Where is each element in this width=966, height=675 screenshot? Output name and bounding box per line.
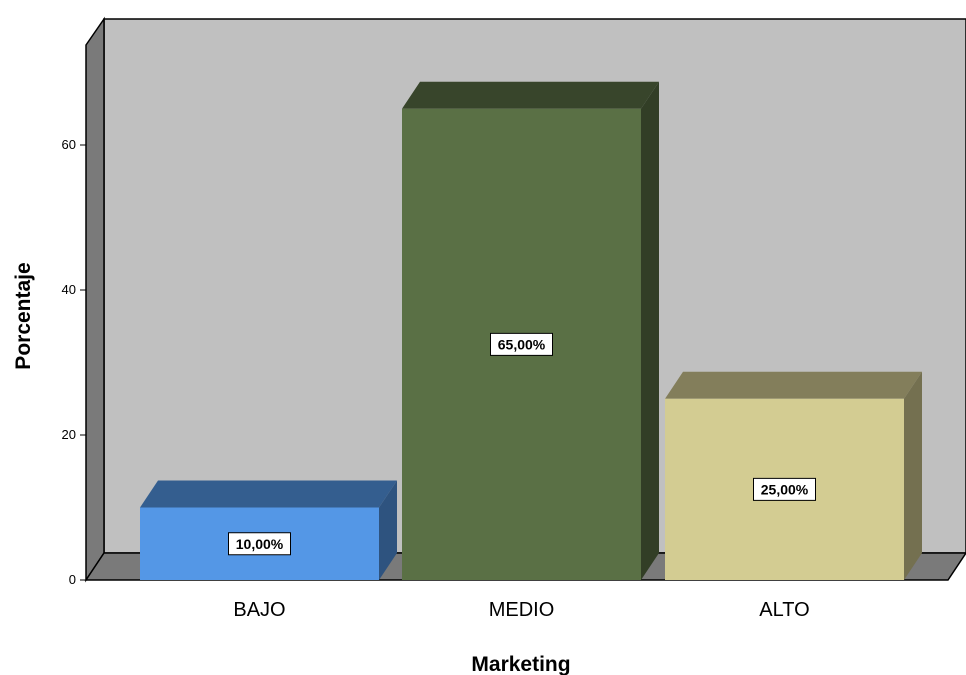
bar-top-face <box>140 480 397 508</box>
data-label-box <box>753 477 816 501</box>
data-label-box <box>490 332 553 356</box>
y-axis-title: Porcentaje <box>12 262 35 369</box>
x-axis-title: Marketing <box>471 653 570 675</box>
data-label-text: 25,00% <box>761 481 809 497</box>
y-tick-label: 40 <box>62 282 76 297</box>
bar-alto <box>665 371 922 580</box>
bar-medio <box>402 81 659 580</box>
bar-top-face <box>665 371 922 399</box>
bar-bajo <box>140 480 397 580</box>
category-labels: BAJO MEDIO ALTO <box>233 599 809 621</box>
data-label: 10,00% <box>228 532 291 556</box>
y-tick-label: 0 <box>69 572 76 587</box>
bar-side-face <box>641 81 659 580</box>
bar-side-face <box>379 480 397 580</box>
data-labels: 10,00% 65,00% 25,00% <box>228 332 816 556</box>
data-label: 25,00% <box>753 477 816 501</box>
y-axis-ticks: 0 20 40 60 <box>62 137 86 587</box>
bar-side-face <box>904 371 922 580</box>
side-wall <box>85 16 105 583</box>
bar-top-face <box>402 81 659 109</box>
y-tick-label: 60 <box>62 137 76 152</box>
category-label: MEDIO <box>489 599 555 621</box>
category-label: BAJO <box>233 599 285 621</box>
data-label-text: 65,00% <box>498 336 546 352</box>
category-label: ALTO <box>759 599 809 621</box>
data-label-box <box>228 532 291 556</box>
data-label: 65,00% <box>490 332 553 356</box>
data-label-text: 10,00% <box>236 536 284 552</box>
y-tick-label: 20 <box>62 427 76 442</box>
